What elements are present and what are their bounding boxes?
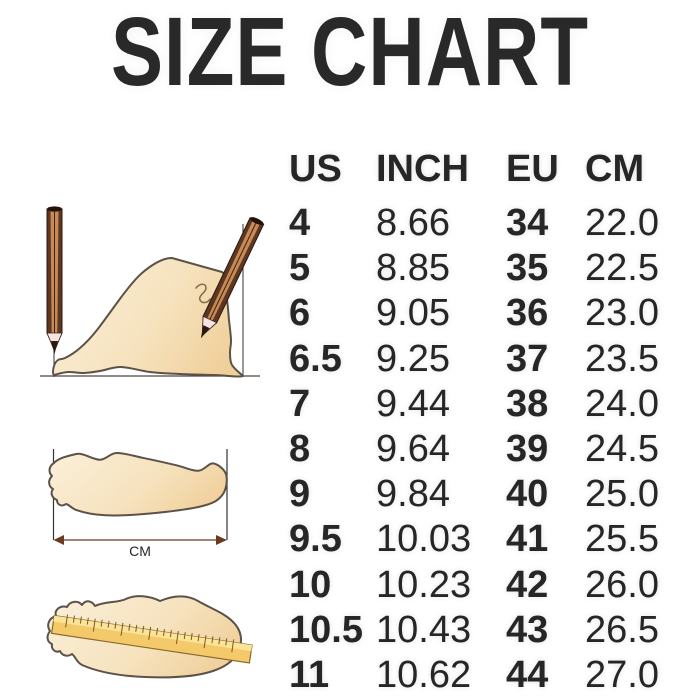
svg-text:CM: CM bbox=[129, 543, 151, 559]
